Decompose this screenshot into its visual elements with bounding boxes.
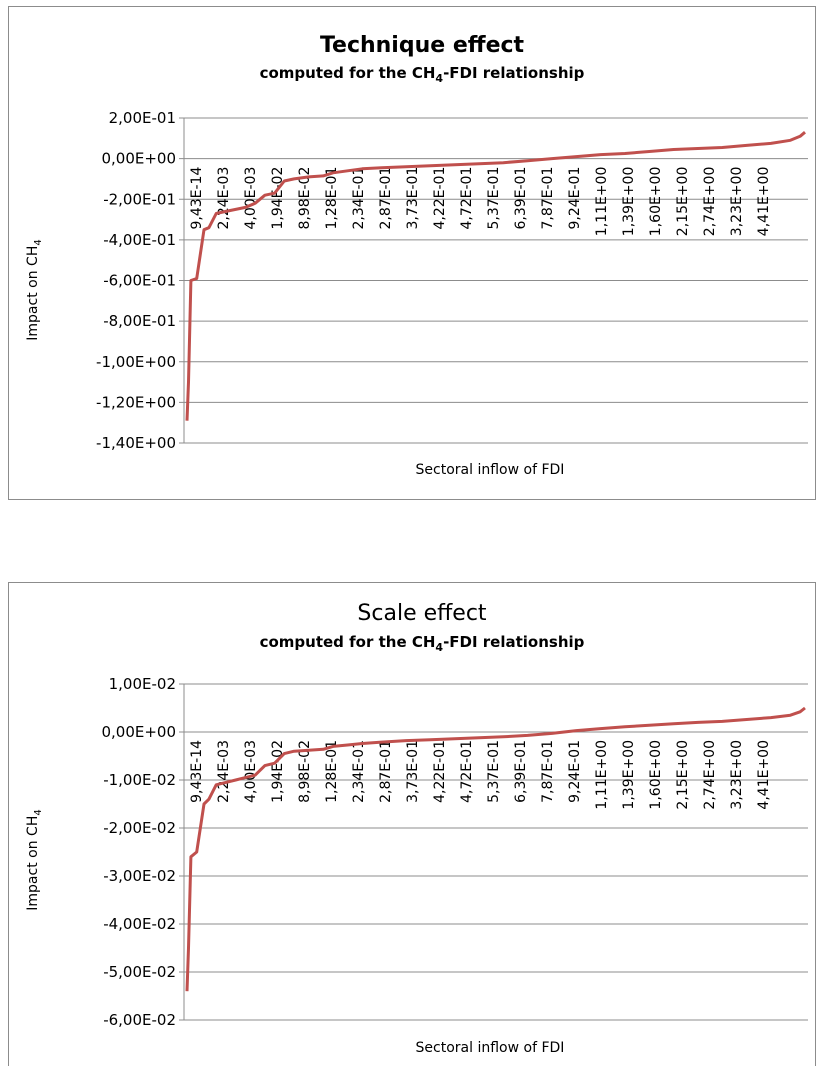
y-axis-ticks: 2,00E-01 0,00E+00 -2,00E-01 -4,00E-01 -6,00E… (96, 109, 176, 452)
chart-subtitle: computed for the CH4-FDI relationship (260, 64, 585, 85)
x-tick-label: 9,43E-14 (189, 740, 205, 803)
y-tick-label: -5,00E-02 (103, 963, 176, 981)
x-tick-label: 3,73E-01 (405, 167, 421, 230)
x-tick-label: 2,34E-01 (351, 167, 367, 230)
y-tick-label: 1,00E-02 (109, 675, 176, 693)
x-tick-label: 1,94E-02 (270, 740, 286, 803)
y-tick-label: -6,00E-02 (103, 1011, 176, 1029)
chart-technique-effect (8, 6, 816, 500)
y-tick-label: -2,00E-01 (103, 190, 176, 208)
x-axis-ticks: 9,43E-14 2,24E-03 4,00E-03 1,94E-02 8,98E-02… (189, 167, 772, 237)
x-tick-label: 1,60E+00 (648, 740, 664, 810)
y-tick-label: -1,40E+00 (96, 434, 176, 452)
x-tick-label: 5,37E-01 (486, 740, 502, 803)
x-tick-label: 2,15E+00 (675, 167, 691, 237)
chart-title: Technique effect (320, 33, 525, 58)
x-axis-label: Sectoral inflow of FDI (416, 1040, 565, 1056)
chart-title: Scale effect (357, 601, 487, 626)
x-tick-label: 9,24E-01 (567, 167, 583, 230)
y-tick-label: -3,00E-02 (103, 867, 176, 885)
y-tick-label: -1,20E+00 (96, 393, 176, 411)
x-tick-label: 4,00E-03 (243, 740, 259, 803)
x-tick-label: 9,24E-01 (567, 740, 583, 803)
x-tick-label: 3,73E-01 (405, 740, 421, 803)
x-tick-label: 5,37E-01 (486, 167, 502, 230)
series-line (185, 706, 806, 992)
x-tick-label: 2,34E-01 (351, 740, 367, 803)
y-tick-label: 0,00E+00 (101, 723, 176, 741)
x-tick-label: 7,87E-01 (540, 740, 556, 803)
x-tick-label: 6,39E-01 (513, 167, 529, 230)
x-tick-label: 1,11E+00 (594, 740, 610, 810)
x-tick-label: 2,87E-01 (378, 740, 394, 803)
x-tick-label: 4,00E-03 (243, 167, 259, 230)
y-tick-label: 2,00E-01 (109, 109, 176, 127)
y-tick-label: -4,00E-01 (103, 231, 176, 249)
x-tick-label: 2,15E+00 (675, 740, 691, 810)
grid-lines (179, 117, 808, 444)
x-tick-label: 4,41E+00 (756, 740, 772, 810)
y-tick-label: -2,00E-02 (103, 819, 176, 837)
chart-subtitle: computed for the CH4-FDI relationship (260, 633, 585, 654)
series-line (185, 131, 806, 421)
y-tick-label: -4,00E-02 (103, 915, 176, 933)
x-tick-label: 4,22E-01 (432, 740, 448, 803)
y-axis-label: Impact on CH4 (25, 809, 44, 910)
grid-lines (179, 683, 808, 1021)
x-tick-label: 1,28E-01 (324, 167, 340, 230)
x-tick-label: 8,98E-02 (297, 740, 313, 803)
x-tick-label: 2,24E-03 (216, 740, 232, 803)
x-tick-label: 4,22E-01 (432, 167, 448, 230)
x-tick-label: 3,23E+00 (729, 167, 745, 237)
x-tick-label: 1,60E+00 (648, 167, 664, 237)
x-axis-label: Sectoral inflow of FDI (416, 462, 565, 478)
x-tick-label: 8,98E-02 (297, 167, 313, 230)
x-tick-label: 2,87E-01 (378, 167, 394, 230)
y-tick-label: -6,00E-01 (103, 272, 176, 290)
y-tick-label: -8,00E-01 (103, 312, 176, 330)
y-axis-label: Impact on CH4 (25, 239, 44, 340)
x-tick-label: 4,41E+00 (756, 167, 772, 237)
x-tick-label: 4,72E-01 (459, 167, 475, 230)
series-lines (185, 131, 806, 421)
chart-technique-effect-svg: Technique effect computed for the CH4-FD… (25, 33, 808, 478)
x-tick-label: 3,23E+00 (729, 740, 745, 810)
x-tick-label: 2,74E+00 (702, 740, 718, 810)
x-tick-label: 4,72E-01 (459, 740, 475, 803)
x-tick-label: 7,87E-01 (540, 167, 556, 230)
series-lines (185, 706, 806, 992)
y-tick-label: 0,00E+00 (101, 150, 176, 168)
chart-scale-effect (8, 582, 816, 1066)
y-tick-label: -1,00E-02 (103, 771, 176, 789)
x-tick-label: 6,39E-01 (513, 740, 529, 803)
x-tick-label: 1,11E+00 (594, 167, 610, 237)
x-tick-label: 9,43E-14 (189, 167, 205, 230)
x-axis-ticks: 9,43E-14 2,24E-03 4,00E-03 1,94E-02 8,98E-02… (189, 740, 772, 810)
x-tick-label: 2,74E+00 (702, 167, 718, 237)
x-tick-label: 1,39E+00 (621, 740, 637, 810)
x-tick-label: 1,39E+00 (621, 167, 637, 237)
y-axis-ticks: 1,00E-02 0,00E+00 -1,00E-02 -2,00E-02 -3,00E… (101, 675, 176, 1029)
x-tick-label: 1,28E-01 (324, 740, 340, 803)
y-tick-label: -1,00E+00 (96, 353, 176, 371)
